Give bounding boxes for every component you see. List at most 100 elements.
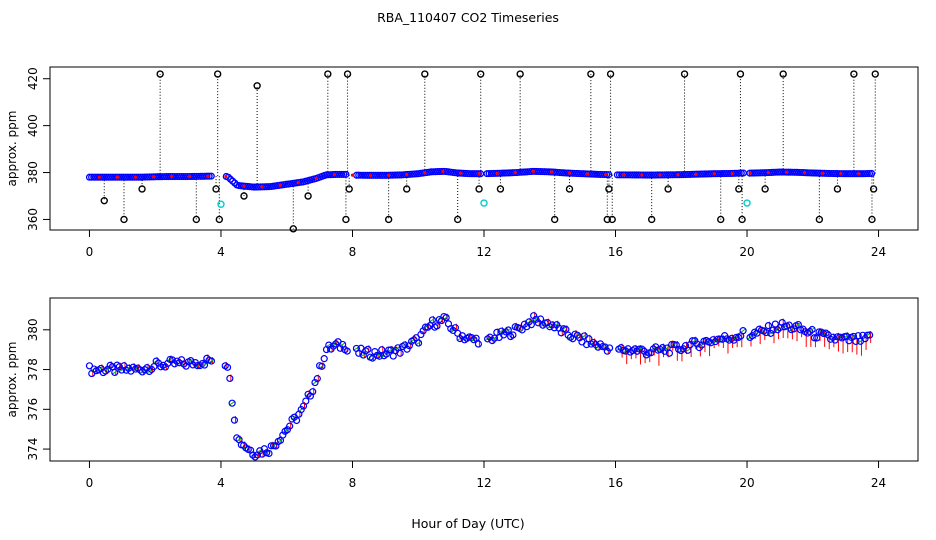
co2-point [283, 426, 291, 434]
spike-point [779, 70, 787, 78]
red-point [513, 171, 517, 175]
co2-point [603, 171, 611, 179]
green-marker [429, 317, 436, 323]
red-point [784, 170, 789, 174]
spike-point [453, 215, 462, 224]
spike-point [606, 70, 615, 78]
y-axis-label: approx. ppm [5, 342, 19, 418]
spike-point [403, 185, 411, 193]
co2-point [605, 344, 614, 352]
co2-point [863, 170, 871, 178]
co2-point [536, 315, 545, 323]
spike-point [215, 215, 224, 224]
red-point [260, 185, 264, 189]
co2-point [665, 349, 674, 357]
green-marker [808, 327, 816, 332]
red-point [115, 175, 120, 179]
green-marker [111, 370, 119, 375]
red-point [242, 184, 246, 188]
co2-point [378, 346, 386, 354]
x-tick-label: 24 [871, 245, 886, 259]
red-point [97, 175, 101, 179]
spike-point [868, 215, 876, 224]
spike-point [289, 225, 298, 233]
co2-point [292, 416, 301, 425]
red-point [730, 171, 734, 176]
spike-point [603, 215, 611, 224]
green-marker [442, 315, 450, 321]
spike-point [345, 185, 353, 193]
co2-point [718, 335, 726, 343]
green-marker [553, 322, 560, 328]
co2-point [530, 312, 538, 320]
red-point [694, 172, 698, 176]
co2-point [226, 374, 234, 383]
co2-point [810, 334, 819, 342]
x-tick-label: 16 [608, 245, 623, 259]
spike-point [587, 70, 595, 78]
red-point [839, 172, 843, 176]
co2-point [714, 335, 722, 343]
co2-point [340, 170, 348, 178]
co2-point [279, 431, 287, 439]
green-marker [373, 352, 381, 358]
y-tick-label: 360 [26, 208, 40, 231]
spike-point [680, 70, 689, 78]
y-tick-label: 380 [26, 318, 40, 341]
spike-point [421, 70, 429, 78]
co2-point [417, 330, 425, 339]
co2-point [200, 361, 209, 369]
co2-point [562, 325, 570, 333]
co2-point [143, 364, 151, 372]
green-marker [581, 333, 588, 339]
spike-point [343, 70, 352, 78]
spike-point [324, 70, 332, 78]
x-tick-label: 12 [476, 245, 491, 259]
green-marker [767, 330, 774, 336]
green-marker [560, 326, 567, 332]
calibration-point [743, 199, 751, 207]
red-point [604, 172, 608, 177]
co2-point [111, 368, 119, 377]
x-axis-label: Hour of Day (UTC) [411, 516, 524, 531]
co2-point [764, 322, 773, 330]
spike-point [550, 215, 559, 224]
spike-point [647, 215, 656, 224]
green-marker [636, 346, 643, 352]
green-marker [235, 437, 243, 443]
spike-point [213, 70, 222, 78]
x-tick-label: 16 [608, 476, 623, 490]
red-point [549, 170, 554, 174]
red-point [133, 175, 138, 179]
spike-point [120, 215, 128, 224]
green-marker [788, 327, 795, 333]
red-point [350, 173, 355, 177]
red-point [477, 172, 481, 176]
red-point [296, 181, 300, 185]
red-point [712, 172, 716, 176]
green-marker [525, 319, 533, 325]
green-marker [201, 362, 208, 368]
spike-point [815, 215, 824, 224]
y-axis-label: approx. ppm [5, 111, 19, 187]
spike-point [475, 185, 483, 193]
red-point [459, 171, 463, 175]
co2-point [230, 416, 239, 424]
bottom-panel: 0 4 8 12 16 20 24 374 376 378 380 approx. ppm [5, 297, 919, 490]
spike-point [871, 70, 879, 78]
green-marker [318, 363, 326, 369]
green-marker [505, 327, 512, 333]
x-tick-label: 0 [86, 245, 94, 259]
green-marker [187, 358, 194, 364]
y-tick-label: 400 [26, 114, 40, 137]
spike-point [100, 196, 108, 205]
spike-point [304, 192, 312, 200]
y-tick-label: 420 [26, 67, 40, 90]
green-marker [228, 400, 236, 406]
co2-point [85, 362, 94, 370]
red-point [640, 173, 644, 177]
co2-point [509, 331, 517, 339]
co2-point [442, 313, 450, 322]
co2-point [433, 322, 441, 330]
green-marker [297, 407, 305, 412]
